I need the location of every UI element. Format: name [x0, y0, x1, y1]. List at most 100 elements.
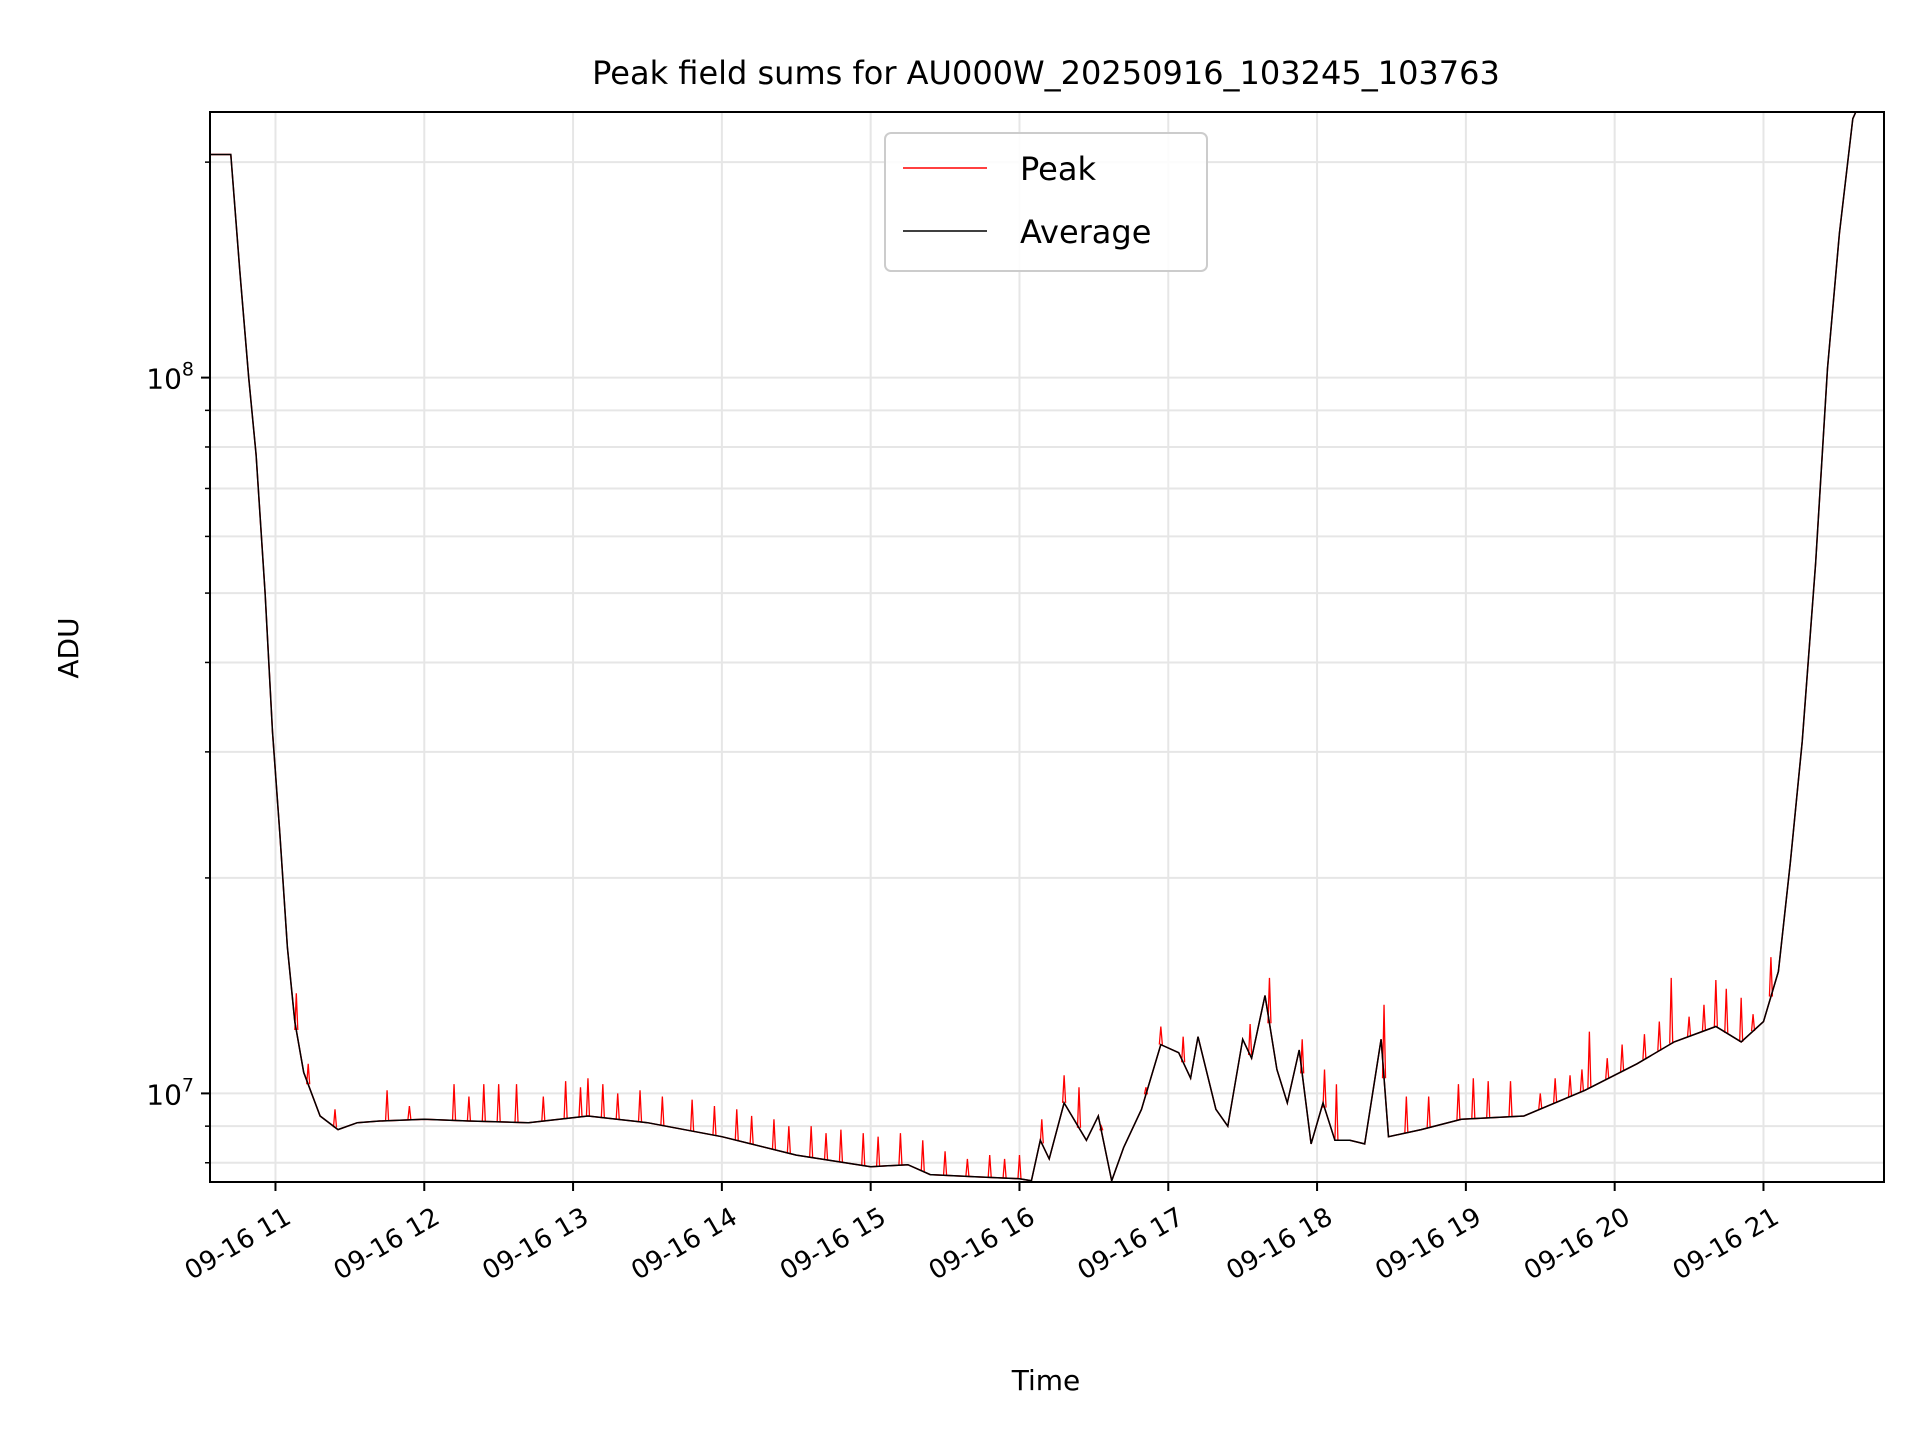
peak-spike	[563, 1081, 568, 1119]
peak-spike	[965, 1158, 970, 1177]
axes-frame	[209, 111, 1885, 1183]
peak-spike	[1768, 957, 1774, 997]
peak-spike	[600, 1084, 605, 1118]
y-tick-exponent: 7	[182, 1074, 194, 1096]
x-tick-label: 09-16 19	[1370, 1202, 1486, 1286]
peak-spike	[1181, 1036, 1186, 1063]
x-tick-label: 09-16 15	[775, 1202, 891, 1286]
peak-spike	[1017, 1155, 1022, 1179]
peak-spike	[1267, 977, 1272, 1024]
x-tick-label: 09-16 16	[924, 1202, 1040, 1286]
peak-spike	[1404, 1096, 1409, 1133]
series-group	[210, 112, 1857, 1182]
x-tick-label: 09-16 14	[626, 1202, 742, 1286]
peak-spike	[585, 1078, 591, 1116]
peak-spike	[1247, 1023, 1253, 1056]
peak-spike	[451, 1084, 457, 1121]
peak-spike	[734, 1109, 739, 1141]
peak-spike	[637, 1090, 643, 1122]
peak-spike	[660, 1096, 665, 1126]
chart-title: Peak field sums for AU000W_20250916_1032…	[592, 54, 1500, 92]
peak-spike	[1508, 1081, 1513, 1117]
peak-spike	[1381, 1004, 1387, 1079]
peak-spike	[771, 1119, 777, 1150]
x-axis-label: Time	[1011, 1364, 1081, 1397]
peak-spike	[466, 1096, 472, 1122]
y-tick-label: 107	[146, 1074, 194, 1111]
peak-spike	[1619, 1044, 1625, 1072]
peak-spike	[1750, 1014, 1756, 1032]
peak-spike	[1553, 1078, 1558, 1103]
peak-spike	[1486, 1081, 1491, 1118]
peak-spike	[1322, 1069, 1327, 1108]
peak-spike	[1605, 1058, 1610, 1079]
peak-spike	[1739, 997, 1744, 1042]
peak-spike	[861, 1133, 866, 1166]
peak-spike	[294, 993, 299, 1031]
peak-spike	[1642, 1034, 1647, 1060]
x-tick-label: 09-16 20	[1519, 1202, 1635, 1286]
peak-spike	[1076, 1087, 1082, 1128]
average-series-line	[210, 112, 1857, 1182]
legend-peak-label: Peak	[1020, 150, 1096, 188]
y-tick-base: 10	[146, 363, 182, 396]
y-tick-base: 10	[146, 1078, 182, 1111]
peak-spike	[1701, 1004, 1707, 1031]
peak-spike	[1426, 1096, 1431, 1128]
peak-spike	[578, 1087, 583, 1117]
y-axis-label: ADU	[52, 617, 85, 678]
peak-spike	[306, 1063, 311, 1085]
peak-spike	[838, 1129, 844, 1163]
peak-spike	[615, 1093, 620, 1120]
peak-spike	[541, 1096, 546, 1122]
peak-spike	[1567, 1075, 1573, 1097]
peak-spike	[689, 1099, 695, 1132]
peak-spike	[514, 1084, 519, 1123]
y-tick-label: 108	[146, 359, 194, 396]
legend-average-label: Average	[1020, 213, 1151, 251]
x-tick-label: 09-16 18	[1222, 1202, 1338, 1286]
peak-spike	[1002, 1158, 1007, 1179]
peak-spike	[1724, 988, 1729, 1033]
peak-spike	[481, 1084, 486, 1122]
peak-spike	[1686, 1016, 1692, 1037]
peak-spike	[1334, 1084, 1339, 1141]
peak-spike	[875, 1136, 881, 1167]
legend: Peak Average	[884, 132, 1208, 272]
y-tick-exponent: 8	[182, 359, 194, 381]
peak-spike	[809, 1126, 814, 1158]
peak-spike	[1158, 1026, 1163, 1045]
peak-spike	[1579, 1069, 1585, 1092]
peak-spike	[786, 1126, 791, 1154]
peak-spike	[1538, 1093, 1543, 1110]
peak-spike	[898, 1133, 903, 1166]
peak-spike	[1657, 1021, 1662, 1051]
peak-spike	[332, 1109, 338, 1128]
peak-spike	[1587, 1031, 1592, 1089]
peak-spike	[496, 1084, 501, 1122]
peak-spike	[1039, 1119, 1044, 1144]
peak-spike	[749, 1115, 754, 1145]
peak-spike	[384, 1090, 390, 1121]
plot-area	[210, 112, 1857, 1182]
peak-spike	[1669, 977, 1674, 1044]
peak-spike	[1713, 980, 1719, 1027]
peak-spike	[1456, 1084, 1461, 1121]
peak-spike	[920, 1140, 925, 1172]
grid	[210, 112, 1884, 1182]
peak-spike	[1061, 1075, 1067, 1103]
x-tick-label: 09-16 12	[329, 1202, 445, 1286]
x-axis: 09-16 11 09-16 12 09-16 13 09-16 14 09-16 15…	[180, 1182, 1784, 1286]
peak-spike	[987, 1155, 992, 1178]
peak-spike	[1471, 1078, 1476, 1119]
peak-spike	[942, 1151, 948, 1176]
x-tick-label: 09-16 13	[478, 1202, 594, 1286]
peak-spike	[712, 1106, 717, 1136]
peak-spike	[823, 1133, 829, 1160]
peak-spike	[407, 1106, 412, 1120]
x-tick-label: 09-16 17	[1073, 1202, 1189, 1286]
x-tick-label: 09-16 21	[1668, 1202, 1784, 1286]
